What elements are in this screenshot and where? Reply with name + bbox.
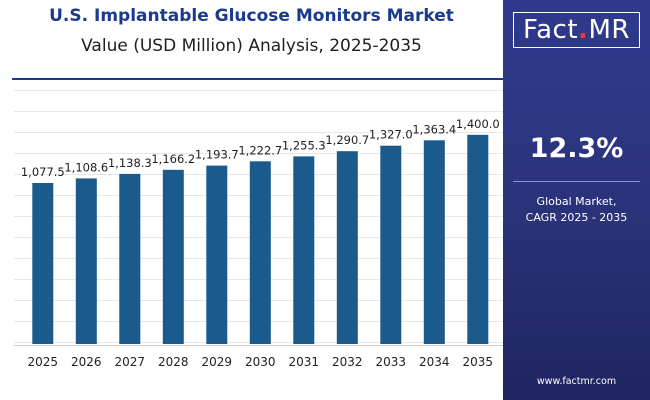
logo-text-suffix: MR (588, 15, 630, 45)
chart-subtitle: Value (USD Million) Analysis, 2025-2035 (81, 36, 422, 56)
x-tick-2027: 2027 (115, 355, 146, 369)
x-axis: 2025 2026 2027 2028 2029 2030 2031 2032 2033 2034… (28, 355, 494, 369)
info-sidebar: Fact. MR 12.3% Global Market, CAGR 2025 -… (503, 0, 650, 400)
bar-chart: 1,077.5 1,108.6 1,138.3 1,166.2 1,193.7 1,222… (21, 117, 500, 344)
bar-2031 (293, 156, 315, 344)
bar-2032 (336, 151, 358, 344)
value-label-2031: 1,255.3 (282, 138, 326, 152)
logo-dot: . (578, 15, 589, 45)
logo-text-main: Fact (523, 15, 579, 45)
bar-2033 (380, 145, 402, 344)
cagr-caption-line1: Global Market, (536, 195, 617, 208)
cagr-divider (513, 181, 640, 182)
value-label-2030: 1,222.7 (238, 143, 282, 157)
x-tick-2031: 2031 (289, 355, 320, 369)
bar-2035 (467, 134, 489, 344)
cagr-caption: Global Market, CAGR 2025 - 2035 (503, 194, 650, 226)
cagr-caption-line2: CAGR 2025 - 2035 (525, 211, 628, 224)
x-tick-2032: 2032 (332, 355, 363, 369)
value-label-2035: 1,400.0 (456, 117, 500, 131)
website-link[interactable]: www.factmr.com (536, 376, 617, 387)
x-tick-2029: 2029 (202, 355, 233, 369)
title-divider (12, 78, 503, 80)
value-label-2033: 1,327.0 (369, 128, 413, 142)
factmr-logo: Fact. MR (513, 12, 640, 48)
value-label-2025: 1,077.5 (21, 165, 65, 179)
bar-2027 (119, 173, 141, 344)
value-label-2034: 1,363.4 (412, 122, 456, 136)
value-label-2026: 1,108.6 (64, 160, 108, 174)
value-label-2032: 1,290.7 (325, 133, 369, 147)
x-tick-2035: 2035 (463, 355, 494, 369)
bar-2030 (249, 161, 271, 344)
x-tick-2030: 2030 (245, 355, 276, 369)
x-tick-2025: 2025 (28, 355, 59, 369)
cagr-value: 12.3% (529, 133, 624, 164)
chart-title: U.S. Implantable Glucose Monitors Market (49, 6, 454, 26)
bar-2034 (423, 140, 445, 344)
x-tick-2028: 2028 (158, 355, 189, 369)
x-tick-2026: 2026 (71, 355, 102, 369)
bar-2029 (206, 165, 228, 344)
x-tick-2033: 2033 (376, 355, 407, 369)
chart-panel: U.S. Implantable Glucose Monitors Market… (12, 6, 503, 369)
bar-2025 (32, 183, 54, 344)
value-label-2028: 1,166.2 (151, 152, 195, 166)
value-label-2029: 1,193.7 (195, 148, 239, 162)
plot-area: 1,077.5 1,108.6 1,138.3 1,166.2 1,193.7 1,222… (14, 90, 503, 369)
bar-2028 (162, 169, 184, 344)
x-tick-2034: 2034 (419, 355, 450, 369)
value-label-2027: 1,138.3 (108, 156, 152, 170)
bar-2026 (75, 178, 97, 344)
